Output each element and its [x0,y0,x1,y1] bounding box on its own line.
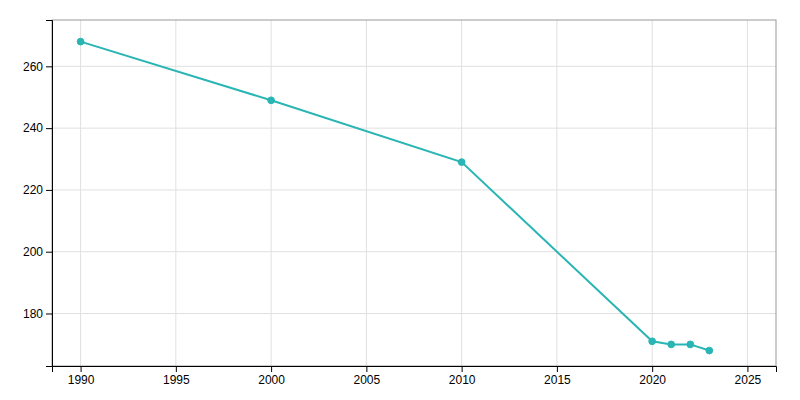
x-axis-line [53,367,777,373]
point [687,341,694,348]
y-tick-mark [46,66,52,67]
y-tick-mark [46,128,52,129]
y-tick-label: 260 [23,60,43,74]
y-tick-label: 220 [23,183,43,197]
x-tick-label: 2015 [544,373,571,387]
x-tick-mark [176,366,177,372]
x-tick: 2005 [354,366,381,387]
x-axis: 1990 1995 2000 2005 2010 2015 2020 2025 [53,366,777,387]
grid-line-y [52,128,776,129]
point [668,341,675,348]
x-tick-mark [652,366,653,372]
y-tick-mark [46,313,52,314]
grid-line-y [52,189,776,190]
x-tick-mark [366,366,367,372]
grid-line-x [556,20,557,366]
x-tick-mark [462,366,463,372]
grid-line-x [747,20,748,366]
x-tick: 2020 [639,366,666,387]
x-tick-label: 2025 [735,373,762,387]
y-axis: 180 200 220 240 260 [23,21,53,367]
grid-line-x [271,20,272,366]
grid-line-y [52,313,776,314]
point [706,347,713,354]
y-tick: 220 [23,183,52,197]
x-tick-mark [81,366,82,372]
x-tick-label: 1995 [163,373,190,387]
x-tick-label: 2000 [258,373,285,387]
y-tick-label: 240 [23,121,43,135]
y-tick: 180 [23,307,52,321]
grid-line-x [366,20,367,366]
point [268,97,275,104]
y-tick-mark [46,190,52,191]
x-tick-mark [747,366,748,372]
y-axis-line [46,21,53,367]
grid [52,20,776,366]
x-tick-label: 2020 [639,373,666,387]
line [81,42,710,351]
x-tick: 2010 [449,366,476,387]
point [649,338,656,345]
x-tick-label: 1990 [68,373,95,387]
y-tick: 200 [23,245,52,259]
x-tick-label: 2010 [449,373,476,387]
x-tick: 1995 [163,366,190,387]
plot-frame [52,20,776,366]
x-tick-mark [271,366,272,372]
point [458,159,465,166]
y-tick: 240 [23,121,52,135]
x-tick-mark [557,366,558,372]
y-tick-mark [46,252,52,253]
x-tick: 1990 [68,366,95,387]
grid-line-x [80,20,81,366]
y-tick: 260 [23,60,52,74]
y-tick-label: 200 [23,245,43,259]
x-tick-label: 2005 [354,373,381,387]
grid-line-y [52,251,776,252]
x-tick: 2025 [735,366,762,387]
grid-line-x [461,20,462,366]
point [77,38,84,45]
series [77,38,713,354]
grid-line-x [652,20,653,366]
x-tick: 2015 [544,366,571,387]
chart: 1990 1995 2000 2005 2010 2015 2020 2025 180 200 22… [0,0,800,400]
x-tick: 2000 [258,366,285,387]
plot-area: 1990 1995 2000 2005 2010 2015 2020 2025 180 200 22… [23,20,777,387]
y-tick-label: 180 [23,307,43,321]
